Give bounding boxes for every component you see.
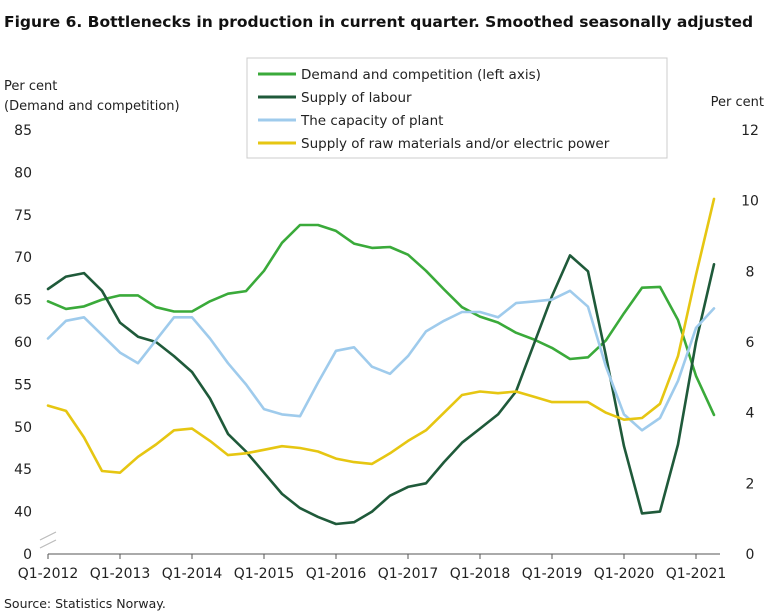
left-axis-ticks: 0 40 45 50 55 60 65 70 75 80 85 [14,123,32,563]
axis-break-marker [39,531,57,549]
left-tick-label: 60 [14,335,32,351]
x-tick-label: Q1-2014 [162,566,223,582]
source-note: Source: Statistics Norway. [4,596,166,611]
right-tick-label: 0 [746,547,755,563]
legend-label: The capacity of plant [300,113,443,129]
left-tick-label: 75 [14,208,32,224]
left-tick-label: 50 [14,420,32,436]
right-tick-label: 6 [746,335,755,351]
axis-break-stroke [39,531,57,541]
x-tick-label: Q1-2020 [594,566,655,582]
legend-label: Supply of labour [301,90,412,106]
axis-break-stroke [39,539,57,549]
left-tick-label: 0 [23,547,32,563]
legend-box [246,57,668,159]
legend-label: Supply of raw materials and/or electric … [301,136,610,152]
left-tick-label: 85 [14,123,32,139]
x-tick-label: Q1-2017 [378,566,439,582]
left-tick-label: 70 [14,250,32,266]
left-tick-label: 65 [14,293,32,309]
x-tick-label: Q1-2019 [522,566,583,582]
right-tick-label: 12 [741,123,759,139]
left-tick-label: 80 [14,165,32,181]
left-axis-label-line1: Per cent [4,79,57,94]
left-tick-label: 40 [14,505,32,521]
x-tick-label: Q1-2013 [90,566,151,582]
x-tick-label: Q1-2015 [234,566,295,582]
right-tick-label: 2 [746,476,755,492]
series-line-4 [46,197,716,475]
right-tick-label: 10 [741,194,759,210]
right-axis-label: Per cent [711,95,764,110]
x-tick-label: Q1-2012 [18,566,79,582]
legend: Demand and competition (left axis) Supply… [246,57,668,159]
series-line-2 [46,254,716,526]
left-tick-label: 45 [14,462,32,478]
x-axis: Q1-2012 Q1-2013 Q1-2014 Q1-2015 Q1-2016 Q1-20… [18,553,727,582]
series-line-3 [46,289,716,432]
chart-title: Figure 6. Bottlenecks in production in c… [4,13,753,31]
x-tick-label: Q1-2018 [450,566,511,582]
x-tick-label: Q1-2016 [306,566,367,582]
right-tick-label: 4 [746,406,755,422]
right-axis-ticks: 0 2 4 6 8 10 12 [741,123,759,563]
left-axis-label-line2: (Demand and competition) [4,99,180,114]
right-tick-label: 8 [746,264,755,280]
x-tick-label: Q1-2021 [666,566,727,582]
legend-label: Demand and competition (left axis) [301,67,541,83]
left-tick-label: 55 [14,377,32,393]
plot-area [46,197,716,526]
